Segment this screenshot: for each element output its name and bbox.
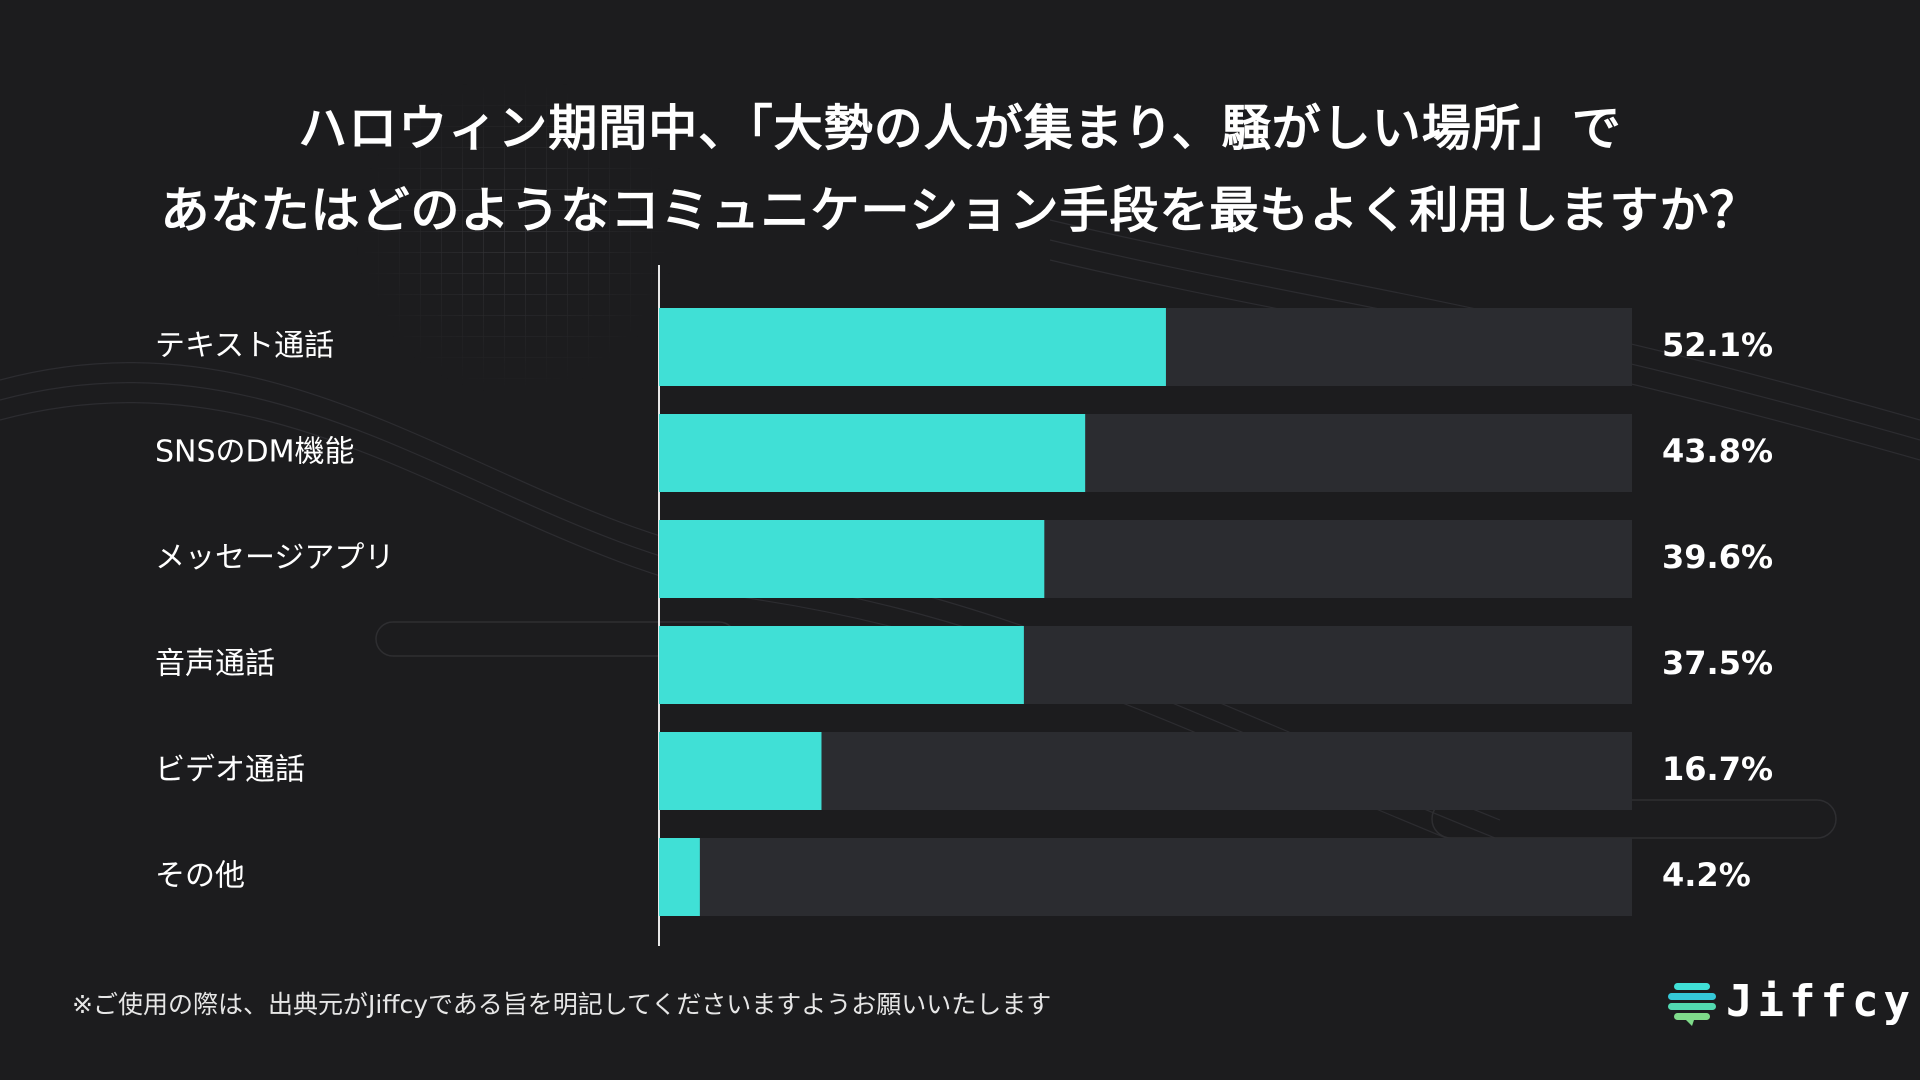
category-label: テキスト通話: [155, 329, 334, 364]
category-label: SNSのDM機能: [155, 435, 355, 470]
chart-title-line-2: あなたはどのようなコミュニケーション手段を最もよく利用しますか？: [160, 182, 1760, 239]
category-label: ビデオ通話: [155, 753, 305, 788]
bar-track: [659, 838, 1632, 916]
footnote: ※ご使用の際は、出典元がJiffcyである旨を明記してくださいますようお願いいた…: [72, 990, 1052, 1019]
bar: [659, 414, 1086, 492]
category-label: 音声通話: [155, 647, 275, 682]
value-label: 16.7%: [1662, 750, 1773, 788]
value-label: 43.8%: [1662, 432, 1773, 470]
value-label: 37.5%: [1662, 644, 1773, 682]
jiffcy-logo: Jiffcy: [1664, 973, 1915, 1029]
chart-title-line-1: ハロウィン期間中、「大勢の人が集まり、騒がしい場所」で: [298, 100, 1622, 157]
value-label: 4.2%: [1662, 856, 1751, 894]
value-label: 52.1%: [1662, 326, 1773, 364]
bar: [659, 838, 700, 916]
chart-title: ハロウィン期間中、「大勢の人が集まり、騒がしい場所」で あなたはどのようなコミュ…: [0, 88, 1920, 252]
value-label: 39.6%: [1662, 538, 1773, 576]
bar: [659, 520, 1045, 598]
jiffcy-logo-icon: [1668, 983, 1716, 1026]
logo-text: Jiffcy: [1726, 975, 1915, 1027]
category-label: メッセージアプリ: [155, 541, 394, 576]
bar: [659, 732, 822, 810]
category-label: その他: [155, 859, 245, 894]
bar: [659, 626, 1024, 704]
bar: [659, 308, 1166, 386]
